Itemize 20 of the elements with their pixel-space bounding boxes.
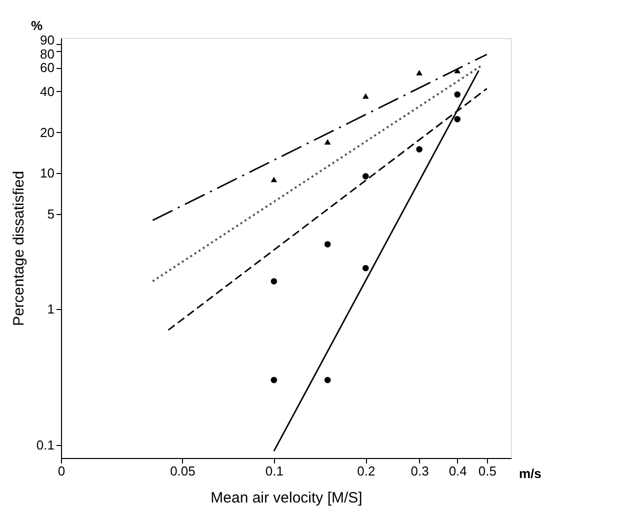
text: % xyxy=(31,18,43,33)
y-tick-label: 90 xyxy=(40,32,54,48)
x-tick-label: 0 xyxy=(58,464,66,478)
y-tick-label: 20 xyxy=(40,124,54,140)
y-tick-label: 40 xyxy=(40,84,54,99)
y-axis-title: Percentage dissatisfied xyxy=(10,170,28,326)
y-tick-label: 0.1 xyxy=(36,437,54,452)
text: m/s xyxy=(519,466,542,481)
x-tick-label: 0.5 xyxy=(478,464,496,478)
x-tick-label: 0.4 xyxy=(448,464,467,478)
y-tick-label: 5 xyxy=(47,206,54,222)
x-axis-title: Mean air velocity [M/S] xyxy=(210,490,362,506)
x-tick-label: 0.05 xyxy=(170,464,196,478)
x-tick-label: 0.3 xyxy=(410,464,429,478)
y-tick-label: 10 xyxy=(40,166,54,181)
x-tick-label: 0.1 xyxy=(265,464,284,478)
y-tick-label: 1 xyxy=(47,302,54,317)
x-tick-label: 0.2 xyxy=(357,464,376,478)
y-tick-label: 60 xyxy=(40,60,54,76)
y-tick-label: 80 xyxy=(40,46,54,62)
